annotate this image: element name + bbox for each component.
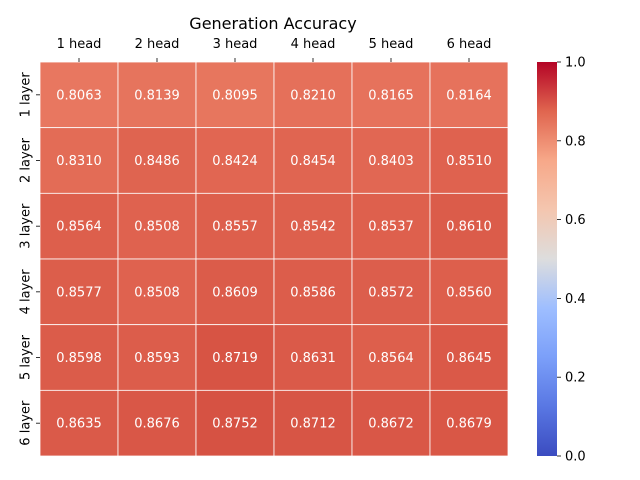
x-tick-label: 4 head [291, 37, 336, 52]
heatmap-cell [39, 258, 119, 326]
colorbar: 0.0 0.2 0.4 0.6 0.8 1.0 [537, 56, 586, 465]
x-tick-label: 5 head [369, 37, 414, 52]
cell-value-label: 0.8403 [368, 154, 414, 169]
cell-value-label: 0.8672 [368, 417, 414, 432]
cell-value-label: 0.8210 [290, 88, 336, 103]
heatmap-cell [351, 324, 431, 391]
x-tick-label: 2 head [135, 37, 180, 52]
cell-value-label: 0.8679 [446, 417, 492, 432]
heatmap-cell [117, 127, 197, 194]
heatmap-cell [39, 324, 119, 391]
cell-value-label: 0.8609 [212, 285, 258, 300]
heatmap-cell [39, 192, 119, 260]
cell-value-label: 0.8712 [290, 417, 336, 432]
cell-value-label: 0.8542 [290, 220, 336, 235]
heatmap-cell [273, 127, 353, 194]
y-axis: 1 layer 2 layer 3 layer 4 layer 5 layer 6 lay… [19, 72, 40, 446]
cell-value-label: 0.8752 [212, 417, 258, 432]
heatmap-cell [117, 258, 197, 326]
x-tick-label: 1 head [57, 37, 102, 52]
x-axis: 1 head 2 head 3 head 4 head 5 head 6 head [57, 37, 492, 62]
heatmap-cell [429, 258, 509, 326]
heatmap-cell [429, 61, 509, 129]
heatmap-cell [429, 324, 509, 391]
heatmap-cell [351, 192, 431, 260]
heatmap-cell [351, 61, 431, 129]
colorbar-tick-label: 0.2 [565, 371, 586, 386]
cell-value-label: 0.8424 [212, 154, 258, 169]
heatmap-cell [351, 389, 431, 457]
cell-value-label: 0.8631 [290, 351, 336, 366]
colorbar-tick-label: 0.0 [565, 450, 586, 465]
heatmap-cells: 0.8063 0.8139 0.8095 0.8210 0.8165 0.8164 0.83… [39, 61, 509, 457]
colorbar-tick-label: 0.4 [565, 292, 586, 307]
cell-value-label: 0.8676 [134, 417, 180, 432]
heatmap-cell [39, 389, 119, 457]
cell-value-label: 0.8564 [56, 220, 102, 235]
heatmap-cell [195, 258, 275, 326]
cell-value-label: 0.8508 [134, 220, 180, 235]
heatmap-cell [273, 192, 353, 260]
cell-value-label: 0.8586 [290, 285, 336, 300]
cell-value-label: 0.8593 [134, 351, 180, 366]
cell-value-label: 0.8310 [56, 154, 102, 169]
colorbar-tick-label: 0.6 [565, 213, 586, 228]
cell-value-label: 0.8164 [446, 88, 492, 103]
chart-title: Generation Accuracy [189, 14, 356, 33]
x-tick-label: 6 head [447, 37, 492, 52]
cell-value-label: 0.8139 [134, 88, 180, 103]
heatmap-cell [351, 258, 431, 326]
colorbar-gradient [537, 62, 557, 456]
heatmap-cell [195, 324, 275, 391]
cell-value-label: 0.8454 [290, 154, 336, 169]
cell-value-label: 0.8645 [446, 351, 492, 366]
cell-value-label: 0.8095 [212, 88, 258, 103]
y-tick-label: 5 layer [19, 334, 34, 380]
cell-value-label: 0.8719 [212, 351, 258, 366]
cell-value-label: 0.8598 [56, 351, 102, 366]
heatmap-cell [429, 192, 509, 260]
heatmap-cell [273, 61, 353, 129]
cell-value-label: 0.8564 [368, 351, 414, 366]
cell-value-label: 0.8508 [134, 285, 180, 300]
x-tick-label: 3 head [213, 37, 258, 52]
heatmap-cell [429, 127, 509, 194]
heatmap-cell [429, 389, 509, 457]
heatmap-cell [117, 61, 197, 129]
heatmap-cell [117, 192, 197, 260]
cell-value-label: 0.8486 [134, 154, 180, 169]
y-tick-label: 1 layer [19, 72, 34, 118]
cell-value-label: 0.8063 [56, 88, 102, 103]
cell-value-label: 0.8560 [446, 285, 492, 300]
heatmap-cell [39, 61, 119, 129]
colorbar-tick-label: 1.0 [565, 56, 586, 71]
heatmap-cell [273, 324, 353, 391]
y-tick-label: 4 layer [19, 269, 34, 315]
y-tick-label: 3 layer [19, 203, 34, 249]
cell-value-label: 0.8557 [212, 220, 258, 235]
cell-value-label: 0.8537 [368, 220, 414, 235]
colorbar-tick-label: 0.8 [565, 134, 586, 149]
cell-value-label: 0.8577 [56, 285, 102, 300]
cell-value-label: 0.8510 [446, 154, 492, 169]
cell-value-label: 0.8165 [368, 88, 414, 103]
cell-value-label: 0.8635 [56, 417, 102, 432]
y-tick-label: 6 layer [19, 400, 34, 446]
cell-value-label: 0.8610 [446, 220, 492, 235]
y-tick-label: 2 layer [19, 137, 34, 183]
heatmap-cell [273, 258, 353, 326]
cell-value-label: 0.8572 [368, 285, 414, 300]
heatmap-cell [273, 389, 353, 457]
heatmap-cell [195, 192, 275, 260]
